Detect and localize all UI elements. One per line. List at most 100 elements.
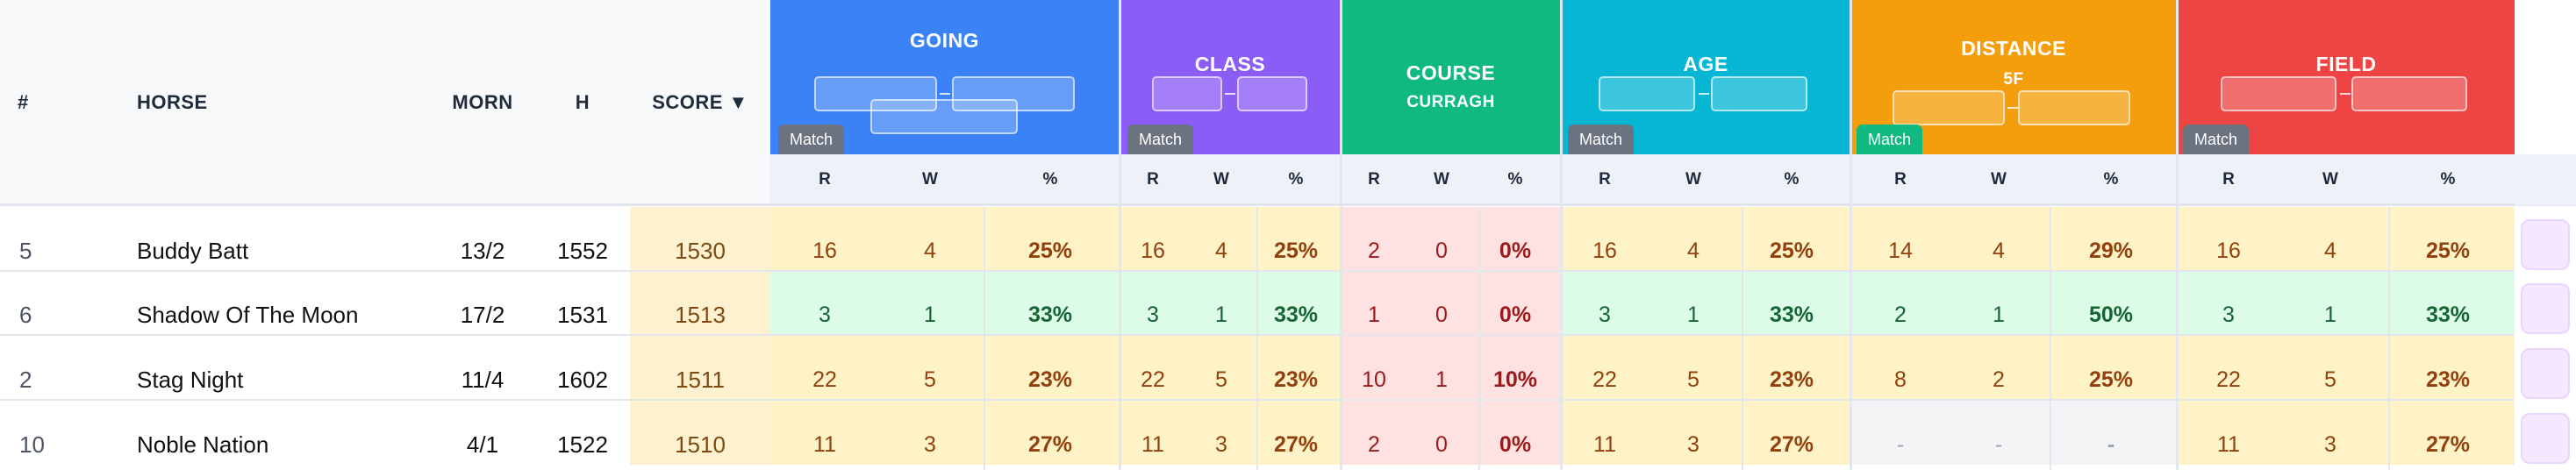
class-col-r[interactable]: R bbox=[1147, 170, 1159, 189]
class-col-pct[interactable]: % bbox=[1288, 170, 1304, 189]
course-pct-value: 0% bbox=[1499, 302, 1532, 327]
class-filter-max-input[interactable] bbox=[1237, 76, 1307, 111]
field-match-button[interactable]: Match bbox=[2183, 125, 2250, 154]
going-col-w[interactable]: W bbox=[922, 170, 938, 189]
class-pct-value: 25% bbox=[1273, 238, 1319, 263]
class-col-w[interactable]: W bbox=[1213, 170, 1229, 189]
going-col-r[interactable]: R bbox=[819, 170, 831, 189]
group-divider bbox=[1560, 0, 1563, 470]
course-cell-bg bbox=[1342, 335, 1560, 400]
distance-col-r[interactable]: R bbox=[1894, 170, 1907, 189]
field-col-pct[interactable]: % bbox=[2440, 170, 2456, 189]
course-w-value: 0 bbox=[1435, 302, 1448, 327]
group-divider bbox=[1119, 0, 1121, 470]
going-w-value: 5 bbox=[924, 367, 936, 392]
row-action-button[interactable] bbox=[2521, 413, 2570, 464]
class-pct-value: 23% bbox=[1273, 367, 1319, 392]
distance-col-pct[interactable]: % bbox=[2103, 170, 2119, 189]
age-pct-value: 25% bbox=[1769, 238, 1814, 263]
class-w-value: 4 bbox=[1215, 238, 1227, 263]
distance-col-w[interactable]: W bbox=[1991, 170, 2007, 189]
going-cell-bg bbox=[770, 400, 1119, 465]
morning-price: 17/2 bbox=[460, 301, 505, 328]
age-col-pct[interactable]: % bbox=[1784, 170, 1800, 189]
distance-filter-min-input[interactable] bbox=[1893, 90, 2005, 125]
course-col-w[interactable]: W bbox=[1434, 170, 1449, 189]
group-title-age: AGE bbox=[1683, 53, 1728, 75]
going-match-button[interactable]: Match bbox=[778, 125, 845, 154]
group-divider bbox=[1340, 0, 1342, 470]
age-w-value: 5 bbox=[1687, 367, 1699, 392]
field-w-value: 5 bbox=[2324, 367, 2336, 392]
going-w-value: 3 bbox=[924, 431, 936, 457]
field-cell-bg bbox=[2178, 400, 2515, 465]
class-w-value: 1 bbox=[1215, 302, 1227, 327]
row-action-button[interactable] bbox=[2521, 283, 2570, 334]
col-divider bbox=[1478, 207, 1480, 470]
class-pct-value: 27% bbox=[1273, 431, 1319, 457]
col-header-h[interactable]: H bbox=[575, 91, 590, 113]
going-pct-value: 23% bbox=[1027, 367, 1073, 392]
age-col-w[interactable]: W bbox=[1685, 170, 1701, 189]
class-cell-bg bbox=[1120, 270, 1340, 335]
age-w-value: 3 bbox=[1687, 431, 1699, 457]
horse-name[interactable]: Stag Night bbox=[137, 366, 244, 393]
group-divider bbox=[2176, 0, 2179, 470]
going-filter-min-input[interactable] bbox=[814, 76, 937, 111]
age-match-button[interactable]: Match bbox=[1568, 125, 1635, 154]
course-pct-value: 10% bbox=[1492, 367, 1538, 392]
horse-name[interactable]: Buddy Batt bbox=[137, 237, 249, 264]
going-r-value: 16 bbox=[812, 238, 837, 263]
course-w-value: 0 bbox=[1435, 431, 1448, 457]
field-col-w[interactable]: W bbox=[2322, 170, 2338, 189]
header-left bbox=[0, 0, 770, 205]
field-col-r[interactable]: R bbox=[2222, 170, 2235, 189]
group-title-course: COURSE bbox=[1406, 61, 1496, 84]
class-match-button[interactable]: Match bbox=[1127, 125, 1194, 154]
row-action-button[interactable] bbox=[2521, 219, 2570, 270]
going-col-pct[interactable]: % bbox=[1042, 170, 1058, 189]
class-filter-min-input[interactable] bbox=[1152, 76, 1222, 111]
group-subtitle-course: CURRAGH bbox=[1406, 93, 1495, 111]
score-cell-bg bbox=[630, 400, 770, 465]
field-filter-min-input[interactable] bbox=[2221, 76, 2336, 111]
row-action-button[interactable] bbox=[2521, 348, 2570, 399]
field-pct-value: 25% bbox=[2425, 238, 2471, 263]
morning-price: 4/1 bbox=[466, 431, 499, 458]
handicap-rating: 1602 bbox=[557, 366, 608, 393]
field-filter-max-input[interactable] bbox=[2351, 76, 2467, 111]
going-w-value: 1 bbox=[924, 302, 936, 327]
distance-r-value: 8 bbox=[1894, 367, 1907, 392]
col-header-morn[interactable]: MORN bbox=[452, 91, 513, 113]
distance-cell-bg bbox=[1851, 335, 2176, 400]
row-num: 6 bbox=[19, 301, 32, 328]
distance-match-button[interactable]: Match bbox=[1857, 125, 1923, 154]
distance-w-value: 2 bbox=[1993, 367, 2005, 392]
age-r-value: 3 bbox=[1599, 302, 1611, 327]
going-filter-max-input[interactable] bbox=[952, 76, 1075, 111]
group-title-distance: DISTANCE bbox=[1961, 37, 2066, 60]
going-filter-max-input[interactable] bbox=[870, 99, 1018, 134]
group-title-class: CLASS bbox=[1194, 53, 1266, 75]
horse-name[interactable]: Noble Nation bbox=[137, 431, 269, 458]
course-col-r[interactable]: R bbox=[1368, 170, 1380, 189]
age-filter-max-input[interactable] bbox=[1711, 76, 1807, 111]
distance-range-dash bbox=[2007, 107, 2018, 109]
col-divider bbox=[2050, 207, 2051, 470]
group-subtitle-distance: 5F bbox=[2003, 70, 2024, 89]
score-value: 1511 bbox=[676, 366, 725, 393]
age-col-r[interactable]: R bbox=[1599, 170, 1611, 189]
col-header-horse[interactable]: HORSE bbox=[137, 91, 208, 113]
distance-filter-max-input[interactable] bbox=[2018, 90, 2130, 125]
horse-name[interactable]: Shadow Of The Moon bbox=[137, 301, 359, 328]
distance-pct-value: 29% bbox=[2088, 238, 2134, 263]
class-w-value: 3 bbox=[1215, 431, 1227, 457]
going-cell-bg bbox=[770, 270, 1119, 335]
col-header-score[interactable]: SCORE ▼ bbox=[652, 91, 748, 113]
subheader-age bbox=[1562, 154, 1850, 205]
age-range-dash bbox=[1699, 93, 1709, 95]
age-filter-min-input[interactable] bbox=[1599, 76, 1695, 111]
going-r-value: 22 bbox=[812, 367, 837, 392]
going-r-value: 3 bbox=[819, 302, 831, 327]
course-col-pct[interactable]: % bbox=[1507, 170, 1523, 189]
